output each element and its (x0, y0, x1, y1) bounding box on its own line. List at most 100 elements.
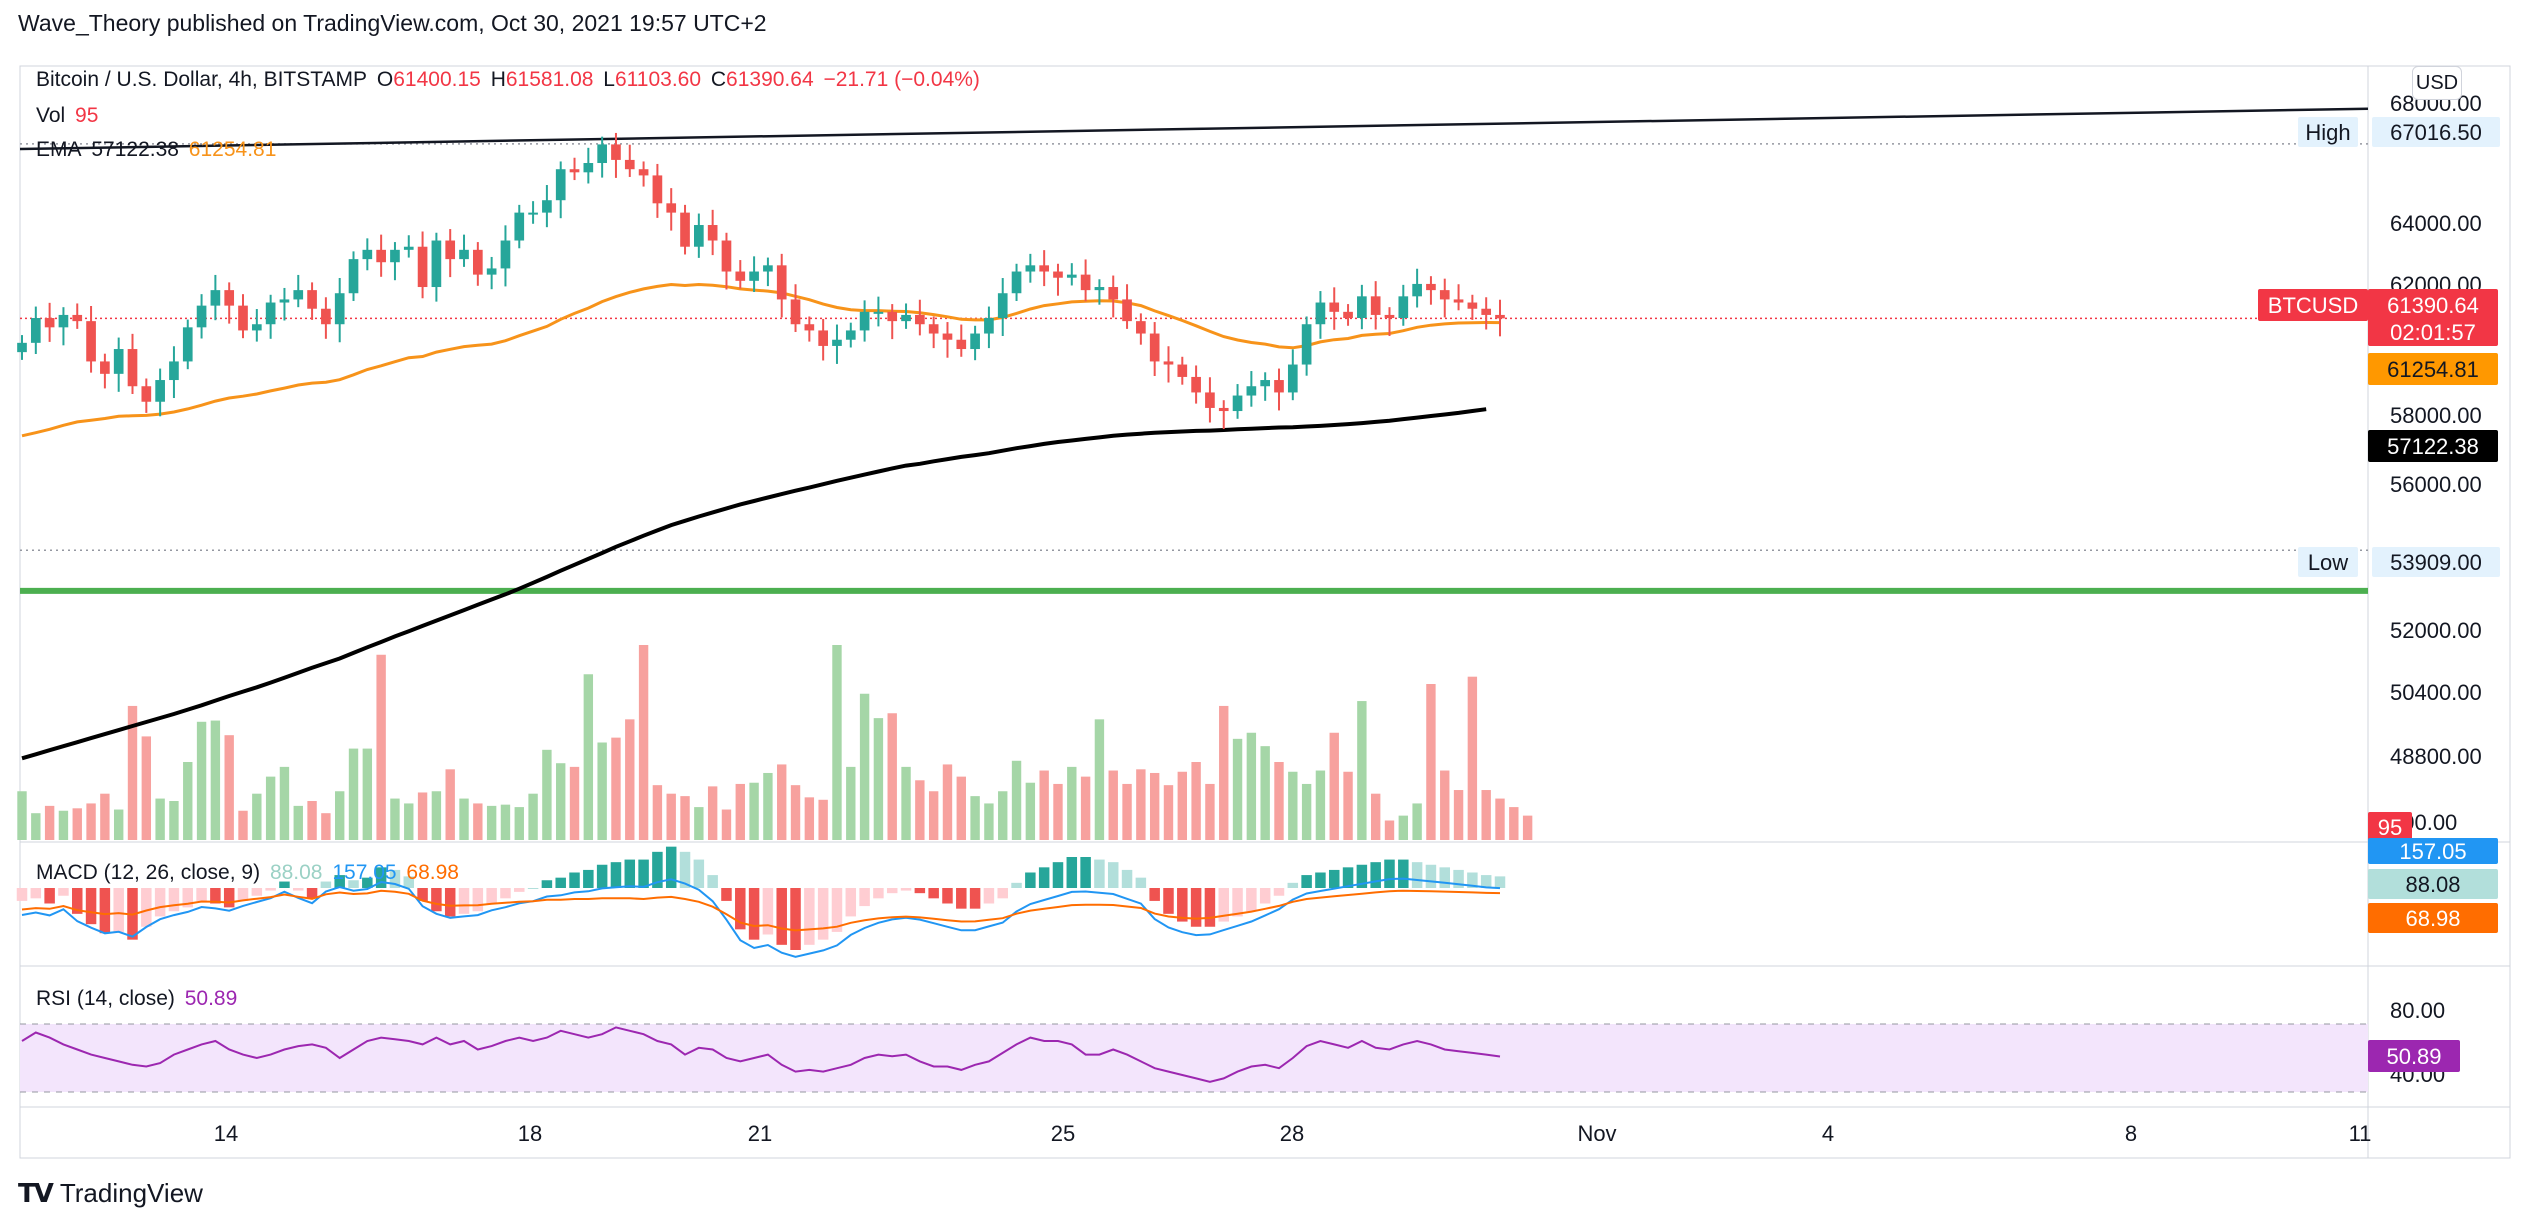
volume-bar (721, 809, 732, 840)
candle-body (334, 293, 345, 325)
macd-histogram-bar (1135, 877, 1147, 888)
close-value: 61390.64 (726, 68, 814, 91)
tradingview-logo-icon[interactable]: 𝗧𝗩 (18, 1178, 54, 1208)
macd-histogram-bar (969, 888, 981, 909)
macd-histogram-bar (1425, 864, 1437, 888)
candle-body (141, 386, 152, 402)
candle-body (472, 249, 483, 275)
volume-bar (183, 762, 193, 840)
candle-body (1149, 333, 1160, 362)
macd-histogram-bar (983, 888, 995, 904)
volume-bar (956, 776, 966, 840)
candle-body (569, 169, 580, 173)
symbol-tag-bg (2258, 289, 2368, 321)
macd-histogram-bar (1025, 872, 1036, 888)
candle-body (763, 265, 773, 272)
macd-histogram-bar (1066, 857, 1078, 888)
candle-body (1163, 361, 1174, 365)
macd-histogram-bar (555, 877, 566, 888)
candle-body (127, 349, 138, 387)
macd-histogram-bar (721, 888, 732, 901)
candle-body (265, 302, 276, 325)
ema-long-value: 57122.38 (91, 138, 179, 161)
macd-histogram-bar (735, 888, 746, 930)
volume-bar (569, 766, 580, 840)
high-value: 61581.08 (505, 68, 594, 91)
macd-histogram-bar (1259, 888, 1271, 904)
macd-histogram-bar (1121, 869, 1133, 888)
countdown-badge-bg (2368, 318, 2498, 346)
rsi-legend[interactable]: RSI (14, close) 50.89 (36, 987, 241, 1011)
candle-body (1357, 296, 1367, 319)
volume-bar (777, 764, 787, 840)
candle-body (638, 169, 649, 176)
candle-body (1011, 271, 1022, 294)
macd-histogram-bar (417, 888, 428, 901)
macd-histogram-bar (1328, 869, 1340, 888)
macd-hist-badge-bg (2368, 869, 2498, 899)
chart-frame (19, 65, 2511, 1159)
time-tick-label: 21 (748, 1121, 772, 1146)
macd-histogram-bar (306, 888, 318, 899)
macd-histogram-bar (1342, 867, 1354, 888)
candle-body (583, 163, 594, 173)
macd-histogram-bar (251, 888, 263, 896)
volume-label: Vol (36, 104, 66, 127)
macd-pane (16, 846, 1506, 958)
candle-body (1080, 274, 1091, 291)
candle-body (1108, 287, 1119, 300)
macd-histogram-bar (1453, 869, 1464, 888)
volume-bar (984, 803, 994, 840)
time-tick-label: 4 (1822, 1121, 1834, 1146)
macd-histogram-bar (596, 864, 608, 888)
symbol-legend[interactable]: Bitcoin / U.S. Dollar, 4h, BITSTAMP O614… (36, 68, 984, 92)
candle-body (376, 249, 386, 263)
volume-bar (431, 791, 442, 840)
candle-body (1025, 265, 1036, 272)
macd-histogram-bar (942, 888, 953, 904)
macd-histogram-bar (30, 888, 42, 899)
candle-body (776, 265, 787, 300)
high-tag: High (2305, 120, 2350, 145)
candle-body (279, 299, 290, 303)
volume-bar (86, 803, 96, 840)
rsi-badge: 50.89 (2386, 1044, 2441, 1069)
macd-histogram-bar (85, 888, 97, 925)
volume-bar (1412, 803, 1422, 840)
macd-histogram-bar (1218, 888, 1229, 922)
candle-body (390, 249, 400, 263)
macd-legend[interactable]: MACD (12, 26, close, 9) 88.08 157.05 68.… (36, 861, 463, 885)
macd-histogram-bar (1011, 882, 1022, 888)
macd-histogram-bar (1163, 888, 1174, 914)
volume-legend[interactable]: Vol 95 (36, 104, 102, 128)
candle-body (845, 330, 856, 340)
candle-body (307, 290, 317, 309)
volume-bar (970, 796, 980, 840)
volume-bar (1039, 770, 1049, 840)
macd-signal-badge: 68.98 (2405, 906, 2460, 931)
candle-body (1439, 290, 1450, 300)
volume-bar (915, 780, 925, 840)
ema-short-line (21, 282, 1501, 438)
macd-histogram-bar (1149, 888, 1160, 901)
macd-histogram-bar (1370, 862, 1381, 888)
currency-button[interactable]: USD (2412, 66, 2462, 100)
volume-bar (1384, 820, 1395, 840)
macd-histogram-bar (444, 888, 456, 917)
candle-body (182, 327, 193, 362)
volume-bar (1467, 676, 1478, 840)
volume-bar (362, 748, 373, 840)
macd-histogram-bar (914, 888, 926, 894)
volume-bar (1136, 769, 1146, 840)
ema-legend[interactable]: EMA 57122.38 61254.81 (36, 138, 280, 162)
macd-histogram-bar (1038, 867, 1050, 888)
macd-histogram-bar (486, 888, 497, 904)
macd-histogram-bar (1315, 872, 1326, 888)
volume-bar (873, 718, 884, 840)
candle-body (818, 330, 828, 346)
macd-histogram-bar (928, 888, 939, 899)
macd-histogram-bar (569, 872, 580, 888)
brand-name[interactable]: TradingView (59, 1178, 203, 1208)
macd-signal-value: 68.98 (406, 861, 459, 884)
